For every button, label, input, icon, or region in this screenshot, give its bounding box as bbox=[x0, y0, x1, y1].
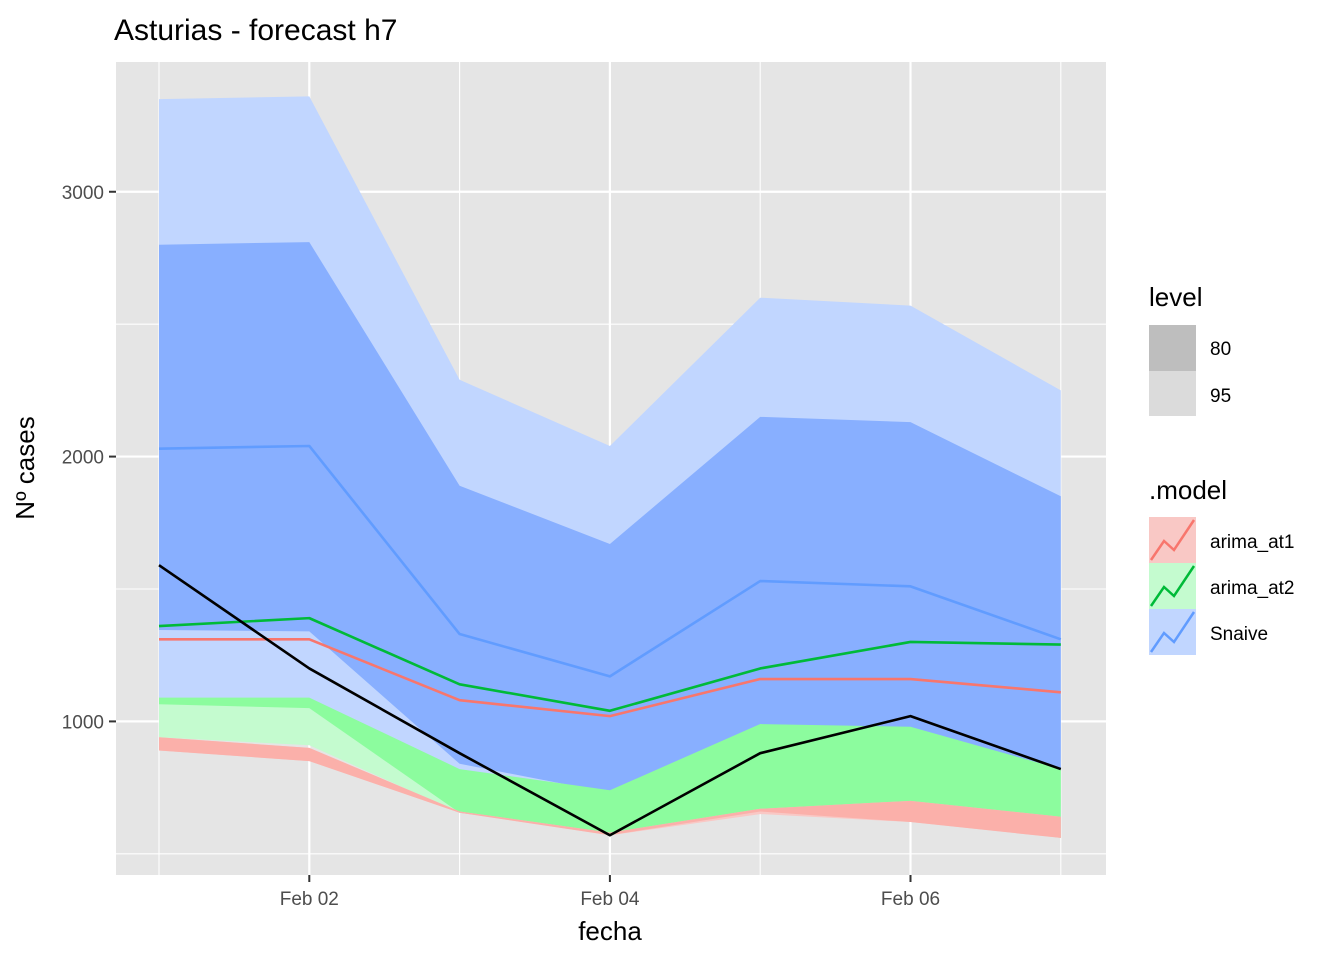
y-tick-label: 2000 bbox=[62, 448, 104, 469]
x-tick-label: Feb 06 bbox=[881, 889, 940, 910]
model-legend: .model arima_at1 arima_at2 Snaive bbox=[1149, 475, 1295, 655]
axes: 1000 2000 3000 Feb 02 Feb 04 Feb 06 bbox=[62, 183, 940, 910]
model-key-snaive bbox=[1149, 609, 1196, 655]
x-tick-label: Feb 04 bbox=[580, 889, 640, 910]
y-tick-label: 1000 bbox=[62, 712, 104, 733]
y-tick-label: 3000 bbox=[62, 183, 104, 204]
level-legend: level 80 95 bbox=[1149, 282, 1231, 416]
model-key-arima-at1 bbox=[1149, 517, 1196, 563]
model-label-arima-at2: arima_at2 bbox=[1210, 578, 1295, 599]
model-key-arima-at2 bbox=[1149, 563, 1196, 609]
chart-title: Asturias - forecast h7 bbox=[114, 14, 397, 47]
level-key-95 bbox=[1149, 371, 1196, 416]
series-lines bbox=[158, 444, 1062, 837]
level-label-80: 80 bbox=[1210, 339, 1231, 360]
model-legend-title: .model bbox=[1149, 475, 1227, 505]
actual-cases-line bbox=[158, 564, 1062, 837]
arima-at2-mean-line bbox=[158, 616, 1061, 713]
level-legend-title: level bbox=[1149, 282, 1202, 312]
arima-at1-mean-line bbox=[159, 638, 1061, 718]
arima-at1-80-band bbox=[159, 737, 1061, 838]
model-label-arima-at1: arima_at1 bbox=[1210, 532, 1295, 553]
arima-at2-80-band bbox=[159, 697, 1061, 838]
snaive-mean-line bbox=[158, 444, 1062, 678]
level-label-95: 95 bbox=[1210, 386, 1231, 407]
model-label-snaive: Snaive bbox=[1210, 624, 1268, 645]
x-tick-label: Feb 02 bbox=[280, 889, 339, 910]
level-key-80 bbox=[1149, 325, 1196, 371]
x-axis-title: fecha bbox=[578, 916, 642, 946]
y-axis-title: Nº cases bbox=[10, 416, 40, 519]
